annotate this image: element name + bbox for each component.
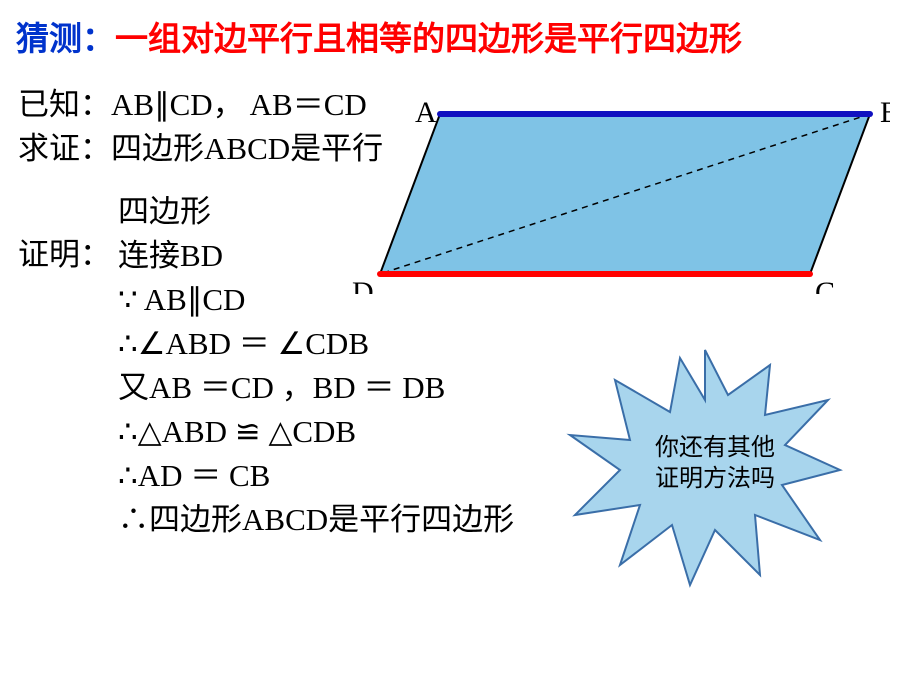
svg-text:C: C	[815, 276, 835, 294]
slide-title: 猜测：一组对边平行且相等的四边形是平行四边形	[16, 12, 742, 60]
parallelogram-diagram: A B C D	[350, 84, 890, 294]
given-line: 已知：AB∥CD， AB＝CD	[18, 84, 367, 126]
proof-line: ∴AD ＝ CB	[118, 454, 514, 498]
title-label: 猜测：	[16, 22, 115, 58]
title-statement: 一组对边平行且相等的四边形是平行四边形	[115, 22, 742, 58]
svg-text:A: A	[415, 96, 437, 129]
starburst-text: 你还有其他 证明方法吗	[630, 433, 800, 495]
proof-line: ∴△ABD ≌ △CDB	[118, 410, 514, 454]
proof-line: ∴∠ABD ＝ ∠CDB	[118, 322, 514, 366]
prove-text: 四边形ABCD是平行	[111, 131, 383, 166]
svg-text:B: B	[880, 96, 890, 129]
given-label: 已知：	[18, 87, 111, 122]
svg-text:D: D	[352, 276, 374, 294]
starburst-line2: 证明方法吗	[655, 466, 775, 492]
proof-line: 又AB ＝CD ，BD ＝ DB	[118, 366, 514, 410]
proof-label: 证明：	[18, 234, 111, 276]
prove-label: 求证：	[18, 131, 111, 166]
starburst-line1: 你还有其他	[655, 435, 775, 461]
proof-line: ∴四边形ABCD是平行四边形	[118, 498, 514, 542]
prove-line: 求证：四边形ABCD是平行	[18, 128, 383, 170]
given-text: AB∥CD， AB＝CD	[111, 87, 367, 122]
